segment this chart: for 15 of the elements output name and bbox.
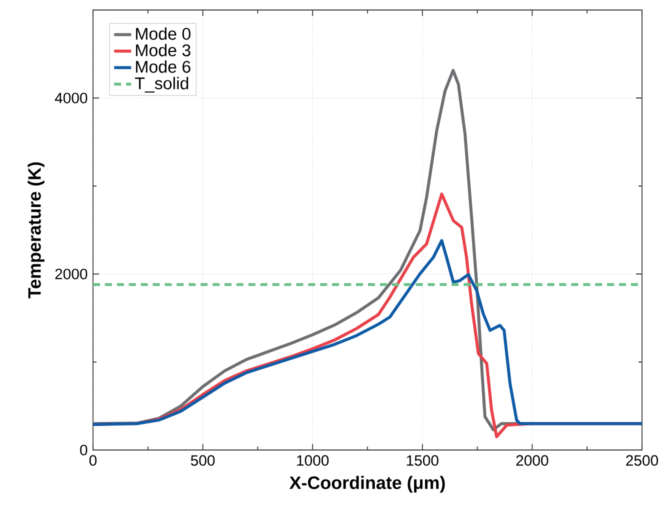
x-tick-label: 500 [190,455,215,466]
y-tick-label: 4000 [54,92,88,104]
x-tick-label: 0 [89,455,97,466]
legend-label: Mode 6 [136,60,190,73]
legend-label: Mode 0 [136,27,190,40]
x-axis-title: X-Coordinate (μm) [289,476,445,493]
y-tick-label: 0 [80,444,88,456]
x-tick-label: 1500 [406,455,438,466]
legend-label: Mode 3 [136,44,190,56]
x-tick-label: 2500 [626,455,658,466]
y-tick-label: 2000 [55,268,88,280]
y-axis-title: Temperature (K) [28,162,44,298]
legend-label: T_solid [135,76,188,93]
x-tick-label: 1000 [297,455,329,466]
x-tick-label: 2000 [516,455,548,466]
